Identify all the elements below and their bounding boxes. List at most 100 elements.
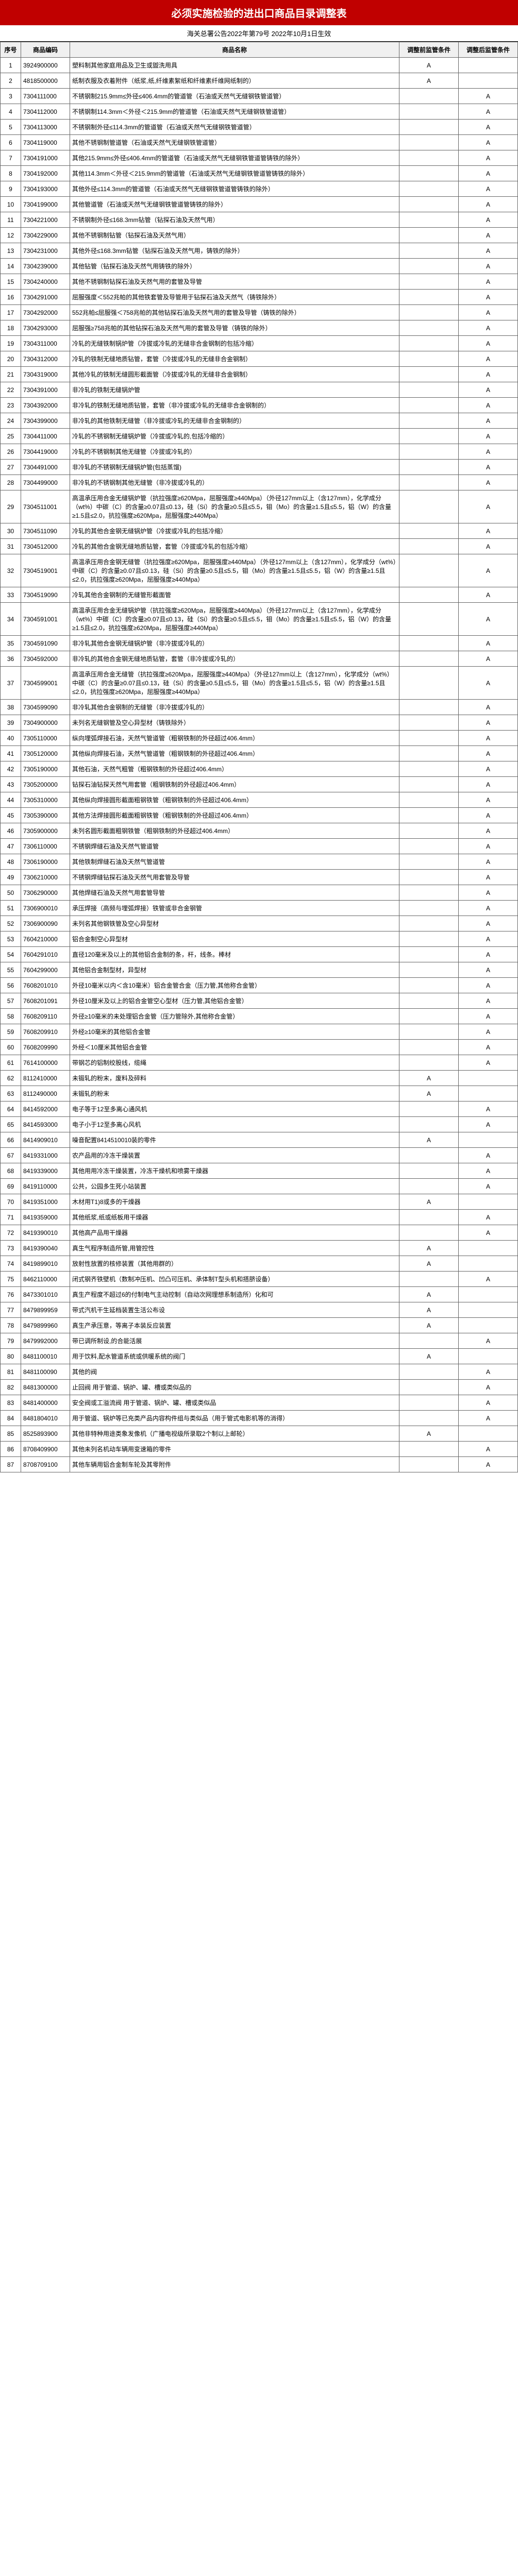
cell-before — [399, 351, 459, 367]
table-row: 237304392000非冷轧的铁制无缝地质钻管，套管（非冷拔或冷轧的无缝非合金… — [1, 398, 518, 413]
cell-after: A — [459, 398, 518, 413]
cell-before: A — [399, 1318, 459, 1333]
cell-after: A — [459, 367, 518, 382]
cell-code: 8112490000 — [21, 1086, 70, 1101]
cell-name: 高温承压用合金无缝锅炉管（抗拉强度≥620Mpa，屈服强度≥440Mpa）（外径… — [70, 490, 399, 523]
cell-after: A — [459, 1272, 518, 1287]
cell-seq: 57 — [1, 993, 21, 1009]
cell-name: 铝合金制空心异型材 — [70, 931, 399, 947]
cell-code: 8112410000 — [21, 1071, 70, 1086]
cell-name: 外经＜10厘米其他铝合金管 — [70, 1040, 399, 1055]
cell-name: 冷轧的无缝铁制锅炉管（冷拔或冷轧的无缝非合金钢制的包括冷缩） — [70, 336, 399, 351]
cell-seq: 82 — [1, 1380, 21, 1395]
table-row: 13924900000塑料制其他家庭用品及卫生或盥洗用具A — [1, 58, 518, 73]
cell-after: A — [459, 1101, 518, 1117]
cell-after — [459, 1349, 518, 1364]
cell-name: 真生气程序制造所管,用管控性 — [70, 1241, 399, 1256]
cell-after: A — [459, 885, 518, 901]
cell-code: 7304199000 — [21, 197, 70, 212]
cell-after: A — [459, 978, 518, 993]
cell-before — [399, 587, 459, 603]
cell-code: 7304312000 — [21, 351, 70, 367]
table-row: 678419331000农产品用的冷冻干燥装置A — [1, 1148, 518, 1163]
cell-before — [399, 1225, 459, 1241]
cell-after: A — [459, 1040, 518, 1055]
cell-seq: 75 — [1, 1272, 21, 1287]
cell-code: 7304519001 — [21, 554, 70, 587]
cell-code: 7304291000 — [21, 290, 70, 305]
cell-code: 7304900000 — [21, 715, 70, 731]
cell-code: 7604291010 — [21, 947, 70, 962]
cell-after: A — [459, 523, 518, 539]
cell-code: 7305110000 — [21, 731, 70, 746]
cell-code: 7306900010 — [21, 901, 70, 916]
cell-after — [459, 58, 518, 73]
cell-code: 7305900000 — [21, 823, 70, 839]
table-row: 367304592000非冷轧的其他合金钢无缝地质钻管，套管（非冷拔或冷轧的）A — [1, 651, 518, 667]
cell-code: 7304229000 — [21, 228, 70, 243]
table-row: 738419390040真生气程序制造所管,用管控性A — [1, 1241, 518, 1256]
cell-seq: 17 — [1, 305, 21, 320]
cell-seq: 31 — [1, 539, 21, 554]
cell-name: 木材用T1)8或多的干燥器 — [70, 1194, 399, 1210]
cell-before — [399, 490, 459, 523]
cell-before — [399, 523, 459, 539]
cell-seq: 7 — [1, 150, 21, 166]
cell-after: A — [459, 475, 518, 490]
cell-name: 其他铁制焊缝石油及天然气管道管 — [70, 854, 399, 870]
cell-before — [399, 1364, 459, 1380]
cell-code: 7304599090 — [21, 700, 70, 715]
cell-name: 安全阀或工溢流阀 用于管道、锅炉、罐、槽或类似品 — [70, 1395, 399, 1411]
cell-seq: 79 — [1, 1333, 21, 1349]
cell-code: 7614100000 — [21, 1055, 70, 1071]
cell-before — [399, 444, 459, 460]
cell-code: 8479899960 — [21, 1318, 70, 1333]
cell-name: 其他不锈钢制钻管（钻探石油及天然气用） — [70, 228, 399, 243]
cell-after: A — [459, 89, 518, 104]
cell-before — [399, 993, 459, 1009]
page-title: 必须实施检验的进出口商品目录调整表 — [0, 0, 518, 25]
table-row: 77304191000其他215.9mm≤外径≤406.4mm的管道管（石油或天… — [1, 150, 518, 166]
cell-name: 冷轧的其他合金钢无缝锅炉管（冷拔或冷轧的包括冷缩） — [70, 523, 399, 539]
cell-name: 其他钻管（钻探石油及天然气用铸铁的除外） — [70, 259, 399, 274]
cell-seq: 73 — [1, 1241, 21, 1256]
col-before: 调整前监管条件 — [399, 42, 459, 58]
cell-seq: 28 — [1, 475, 21, 490]
cell-seq: 23 — [1, 398, 21, 413]
cell-code: 7304192000 — [21, 166, 70, 181]
cell-after: A — [459, 197, 518, 212]
cell-before — [399, 931, 459, 947]
cell-name: 塑料制其他家庭用品及卫生或盥洗用具 — [70, 58, 399, 73]
cell-before — [399, 274, 459, 290]
table-row: 67304119000其他不锈钢制管道管（石油或天然气无缝钢铁管道管）A — [1, 135, 518, 150]
cell-after: A — [459, 651, 518, 667]
cell-name: 冷轧其他合金钢制的无缝管形截面管 — [70, 587, 399, 603]
cell-before — [399, 320, 459, 336]
cell-before — [399, 962, 459, 978]
cell-seq: 78 — [1, 1318, 21, 1333]
cell-code: 7304591090 — [21, 636, 70, 651]
cell-before — [399, 746, 459, 761]
cell-before — [399, 901, 459, 916]
cell-code: 7304399000 — [21, 413, 70, 429]
cell-after — [459, 1086, 518, 1101]
cell-seq: 69 — [1, 1179, 21, 1194]
cell-code: 8419359000 — [21, 1210, 70, 1225]
cell-seq: 50 — [1, 885, 21, 901]
cell-after: A — [459, 700, 518, 715]
cell-code: 7608201091 — [21, 993, 70, 1009]
cell-code: 7304221000 — [21, 212, 70, 228]
cell-name: 高温承压用合金无缝管（抗拉强度≥620Mpa，屈服强度≥440Mpa）（外径12… — [70, 667, 399, 700]
cell-after — [459, 1132, 518, 1148]
table-row: 728419390010其他高产品用干燥器A — [1, 1225, 518, 1241]
cell-code: 8462110000 — [21, 1272, 70, 1287]
cell-before: A — [399, 1287, 459, 1302]
cell-code: 7305120000 — [21, 746, 70, 761]
cell-seq: 25 — [1, 429, 21, 444]
table-row: 808481100010用于饮料,配水管道系统或供暖系统的阀门A — [1, 1349, 518, 1364]
cell-before — [399, 667, 459, 700]
table-row: 37304111000不锈钢制215.9mm≤外径≤406.4mm的管道管（石油… — [1, 89, 518, 104]
cell-before — [399, 947, 459, 962]
cell-after: A — [459, 1210, 518, 1225]
cell-seq: 76 — [1, 1287, 21, 1302]
